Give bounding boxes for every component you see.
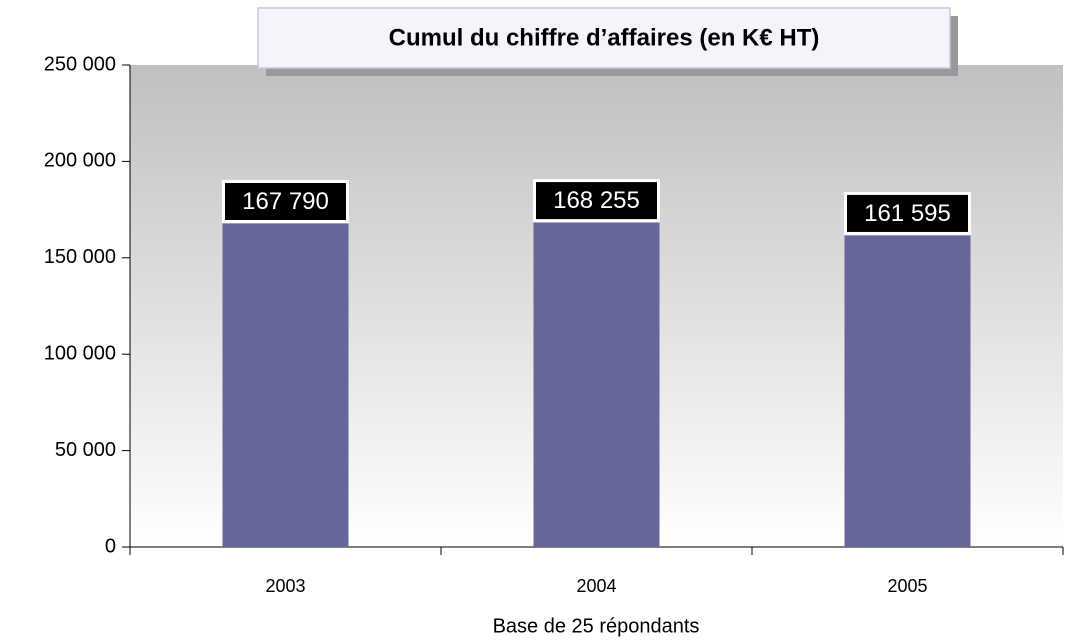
value-label-box (222, 180, 349, 224)
x-tick-label: 2005 (887, 576, 927, 596)
value-label: 167 790 (242, 188, 329, 215)
x-tick-label: 2003 (265, 576, 305, 596)
x-tick-label: 2004 (576, 576, 616, 596)
bar (533, 222, 660, 547)
y-tick-label: 0 (105, 535, 116, 557)
value-label: 168 255 (553, 187, 640, 214)
value-label: 161 595 (864, 200, 951, 227)
y-tick-label: 100 000 (44, 342, 116, 364)
value-label-box (844, 191, 971, 235)
x-axis-label: Base de 25 répondants (493, 615, 700, 637)
y-tick-label: 250 000 (44, 53, 116, 75)
bar (222, 223, 349, 547)
chart-title: Cumul du chiffre d’affaires (en K€ HT) (389, 24, 820, 51)
bar (844, 235, 971, 548)
title-box (257, 7, 951, 69)
y-tick-label: 150 000 (44, 246, 116, 268)
y-tick-label: 200 000 (44, 150, 116, 172)
value-label-box (533, 179, 660, 223)
y-tick-label: 50 000 (55, 439, 116, 461)
